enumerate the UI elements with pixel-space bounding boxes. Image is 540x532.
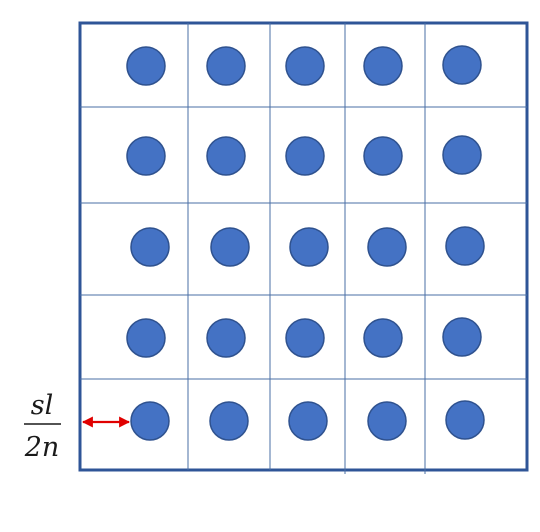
dot-r4-c4 bbox=[363, 318, 403, 358]
dot-r2-c3 bbox=[285, 136, 325, 176]
dot-r2-c5 bbox=[442, 135, 482, 175]
dot-r1-c1 bbox=[126, 46, 166, 86]
dot-r3-c2 bbox=[210, 227, 250, 267]
dot-r5-c4 bbox=[367, 401, 407, 441]
dot-r1-c3 bbox=[285, 46, 325, 86]
dot-r4-c3 bbox=[285, 318, 325, 358]
spacing-fraction-label: sl 2n bbox=[24, 390, 61, 463]
dot-r5-c5 bbox=[445, 400, 485, 440]
dots bbox=[126, 45, 485, 441]
dot-r3-c1 bbox=[130, 227, 170, 267]
dot-r4-c2 bbox=[206, 318, 246, 358]
fraction-numerator: sl bbox=[31, 390, 54, 421]
dot-r1-c5 bbox=[442, 45, 482, 85]
dot-r1-c4 bbox=[363, 46, 403, 86]
grid-lines bbox=[80, 23, 527, 474]
dot-r4-c5 bbox=[442, 317, 482, 357]
dot-r1-c2 bbox=[206, 46, 246, 86]
dot-r5-c2 bbox=[209, 401, 249, 441]
fraction-denominator: 2n bbox=[24, 432, 60, 463]
dot-r5-c1 bbox=[130, 401, 170, 441]
dot-r3-c4 bbox=[367, 227, 407, 267]
dot-r2-c4 bbox=[363, 136, 403, 176]
dot-r5-c3 bbox=[288, 401, 328, 441]
dot-r2-c2 bbox=[206, 136, 246, 176]
dot-r3-c3 bbox=[289, 227, 329, 267]
dot-r3-c5 bbox=[445, 226, 485, 266]
dot-r4-c1 bbox=[126, 318, 166, 358]
dot-r2-c1 bbox=[126, 136, 166, 176]
